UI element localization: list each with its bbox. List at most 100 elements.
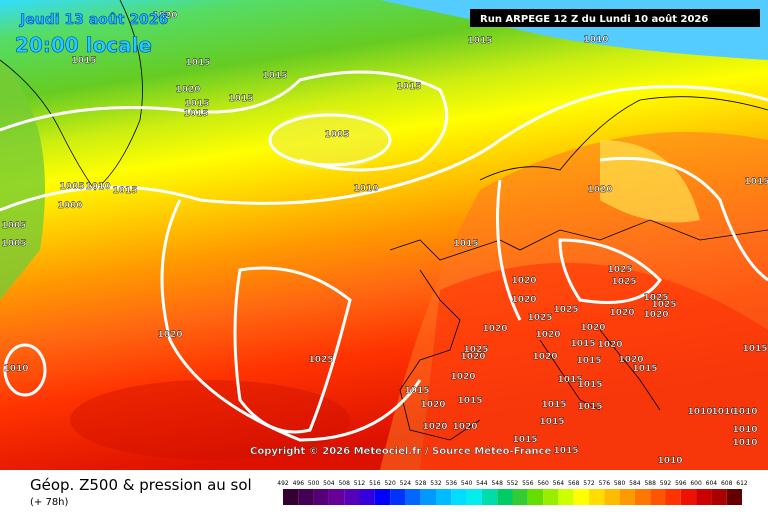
legend-label: 564	[553, 480, 565, 487]
isobar-label: 1010	[85, 182, 110, 192]
legend-swatch	[451, 489, 467, 505]
isobar-label: 1010	[732, 407, 757, 417]
legend-swatch	[696, 489, 712, 505]
isobar-label: 1025	[643, 293, 668, 303]
isobar-label: 1015	[262, 71, 287, 81]
legend-label: 580	[614, 480, 626, 487]
footer-title: Géop. Z500 & pression au sol	[30, 476, 252, 494]
legend-swatch	[313, 489, 329, 505]
legend-swatch	[711, 489, 727, 505]
isobar-label: 1015	[553, 446, 578, 456]
run-info: Run ARPEGE 12 Z du Lundi 10 août 2026	[480, 13, 708, 25]
isobar-label: 1020	[643, 310, 668, 320]
isobar-label: 1015	[742, 344, 767, 354]
legend-swatch	[543, 489, 559, 505]
legend-swatch	[665, 489, 681, 505]
isobar-label: 1025	[553, 305, 578, 315]
isobar-label: 1020	[532, 352, 557, 362]
isobar-label: 1020	[482, 324, 507, 334]
isobar-label: 1020	[609, 308, 634, 318]
legend-label: 520	[384, 480, 396, 487]
legend-swatch	[619, 489, 635, 505]
isobar-label: 1010	[3, 364, 28, 374]
isobar-label: 1020	[460, 352, 485, 362]
legend-label: 552	[507, 480, 519, 487]
isobar-label: 1010	[353, 184, 378, 194]
isobar-label: 1020	[580, 323, 605, 333]
isobar-label: 1015	[185, 58, 210, 68]
legend-swatch	[436, 489, 452, 505]
run-banner	[470, 9, 760, 27]
isobar-label: 1020	[450, 372, 475, 382]
legend-label: 544	[476, 480, 488, 487]
forecast-time: 20:00 locale	[15, 33, 152, 57]
isobar-label: 1010	[687, 407, 712, 417]
legend-swatch	[604, 489, 620, 505]
legend-swatch	[634, 489, 651, 505]
isobar-label: 1020	[587, 185, 612, 195]
isobar-label: 1025	[463, 345, 488, 355]
legend-label: 572	[583, 480, 595, 487]
isobar-label: 1020	[452, 422, 477, 432]
legend-swatch	[390, 489, 406, 505]
legend-swatch	[558, 489, 574, 505]
legend-label: 556	[522, 480, 534, 487]
legend-swatch	[512, 489, 528, 505]
isobar-label: 1020	[422, 422, 447, 432]
forecast-date: Jeudi 13 août 2026	[19, 12, 168, 28]
legend-label: 536	[446, 480, 458, 487]
isobar-label: 1015	[228, 94, 253, 104]
legend-swatch	[726, 489, 742, 505]
isobar-label: 1015	[632, 364, 657, 374]
isobar-label: 1015	[457, 396, 482, 406]
legend-label: 512	[354, 480, 366, 487]
legend-label: 584	[629, 480, 641, 487]
forecast-lead: (+ 78h)	[30, 497, 69, 508]
isobar-label: 1015	[184, 99, 209, 109]
isobar-label: 1000	[57, 201, 82, 211]
isobar-label: 1025	[611, 277, 636, 287]
isobar-label: 1020	[175, 85, 200, 95]
isobar-label: 1015	[183, 109, 208, 119]
legend-label: 516	[369, 480, 381, 487]
isobar-label: 1015	[453, 239, 478, 249]
isobar-label: 1010	[657, 456, 682, 466]
legend-swatch	[650, 489, 666, 505]
legend-label: 596	[675, 480, 687, 487]
isobar-label: 1005	[59, 182, 84, 192]
isobar-label: 1020	[535, 330, 560, 340]
legend-swatch	[405, 489, 421, 505]
legend-label: 524	[400, 480, 412, 487]
legend-label: 560	[537, 480, 549, 487]
isobar-label: 1005	[1, 221, 26, 231]
isobar-label: 1020	[511, 295, 536, 305]
isobar-label: 1015	[576, 356, 601, 366]
legend-swatch	[527, 489, 544, 505]
isobar-label: 1025	[308, 355, 333, 365]
legend-label: 576	[599, 480, 611, 487]
legend-label: 528	[415, 480, 427, 487]
isobar-label: 1020	[157, 330, 182, 340]
legend-label: 604	[706, 480, 718, 487]
isobar-label: 1015	[396, 82, 421, 92]
isobar-label: 1015	[404, 386, 429, 396]
isobar-label: 1015	[512, 435, 537, 445]
legend-swatch	[298, 489, 314, 505]
isobar-label: 1020	[618, 355, 643, 365]
legend-swatch	[359, 489, 375, 505]
copyright: Copyright © 2026 Meteociel.fr / Source M…	[250, 445, 552, 457]
legend-swatch	[589, 489, 605, 505]
legend-label: 532	[430, 480, 442, 487]
isobar-label: 1025	[607, 265, 632, 275]
color-legend: 492 496 500 504 508 512 516 520 524 528 532 536 540 5…	[277, 480, 748, 505]
isobar-label: 1010	[583, 35, 608, 45]
legend-swatch	[344, 489, 360, 505]
isobar-label: 1015	[539, 417, 564, 427]
isobar-label: 1025	[651, 300, 676, 310]
isobar-label: 1010	[711, 407, 736, 417]
legend-swatch	[497, 489, 513, 505]
isobar-label: 1010	[732, 438, 757, 448]
legend-swatch	[466, 489, 482, 505]
